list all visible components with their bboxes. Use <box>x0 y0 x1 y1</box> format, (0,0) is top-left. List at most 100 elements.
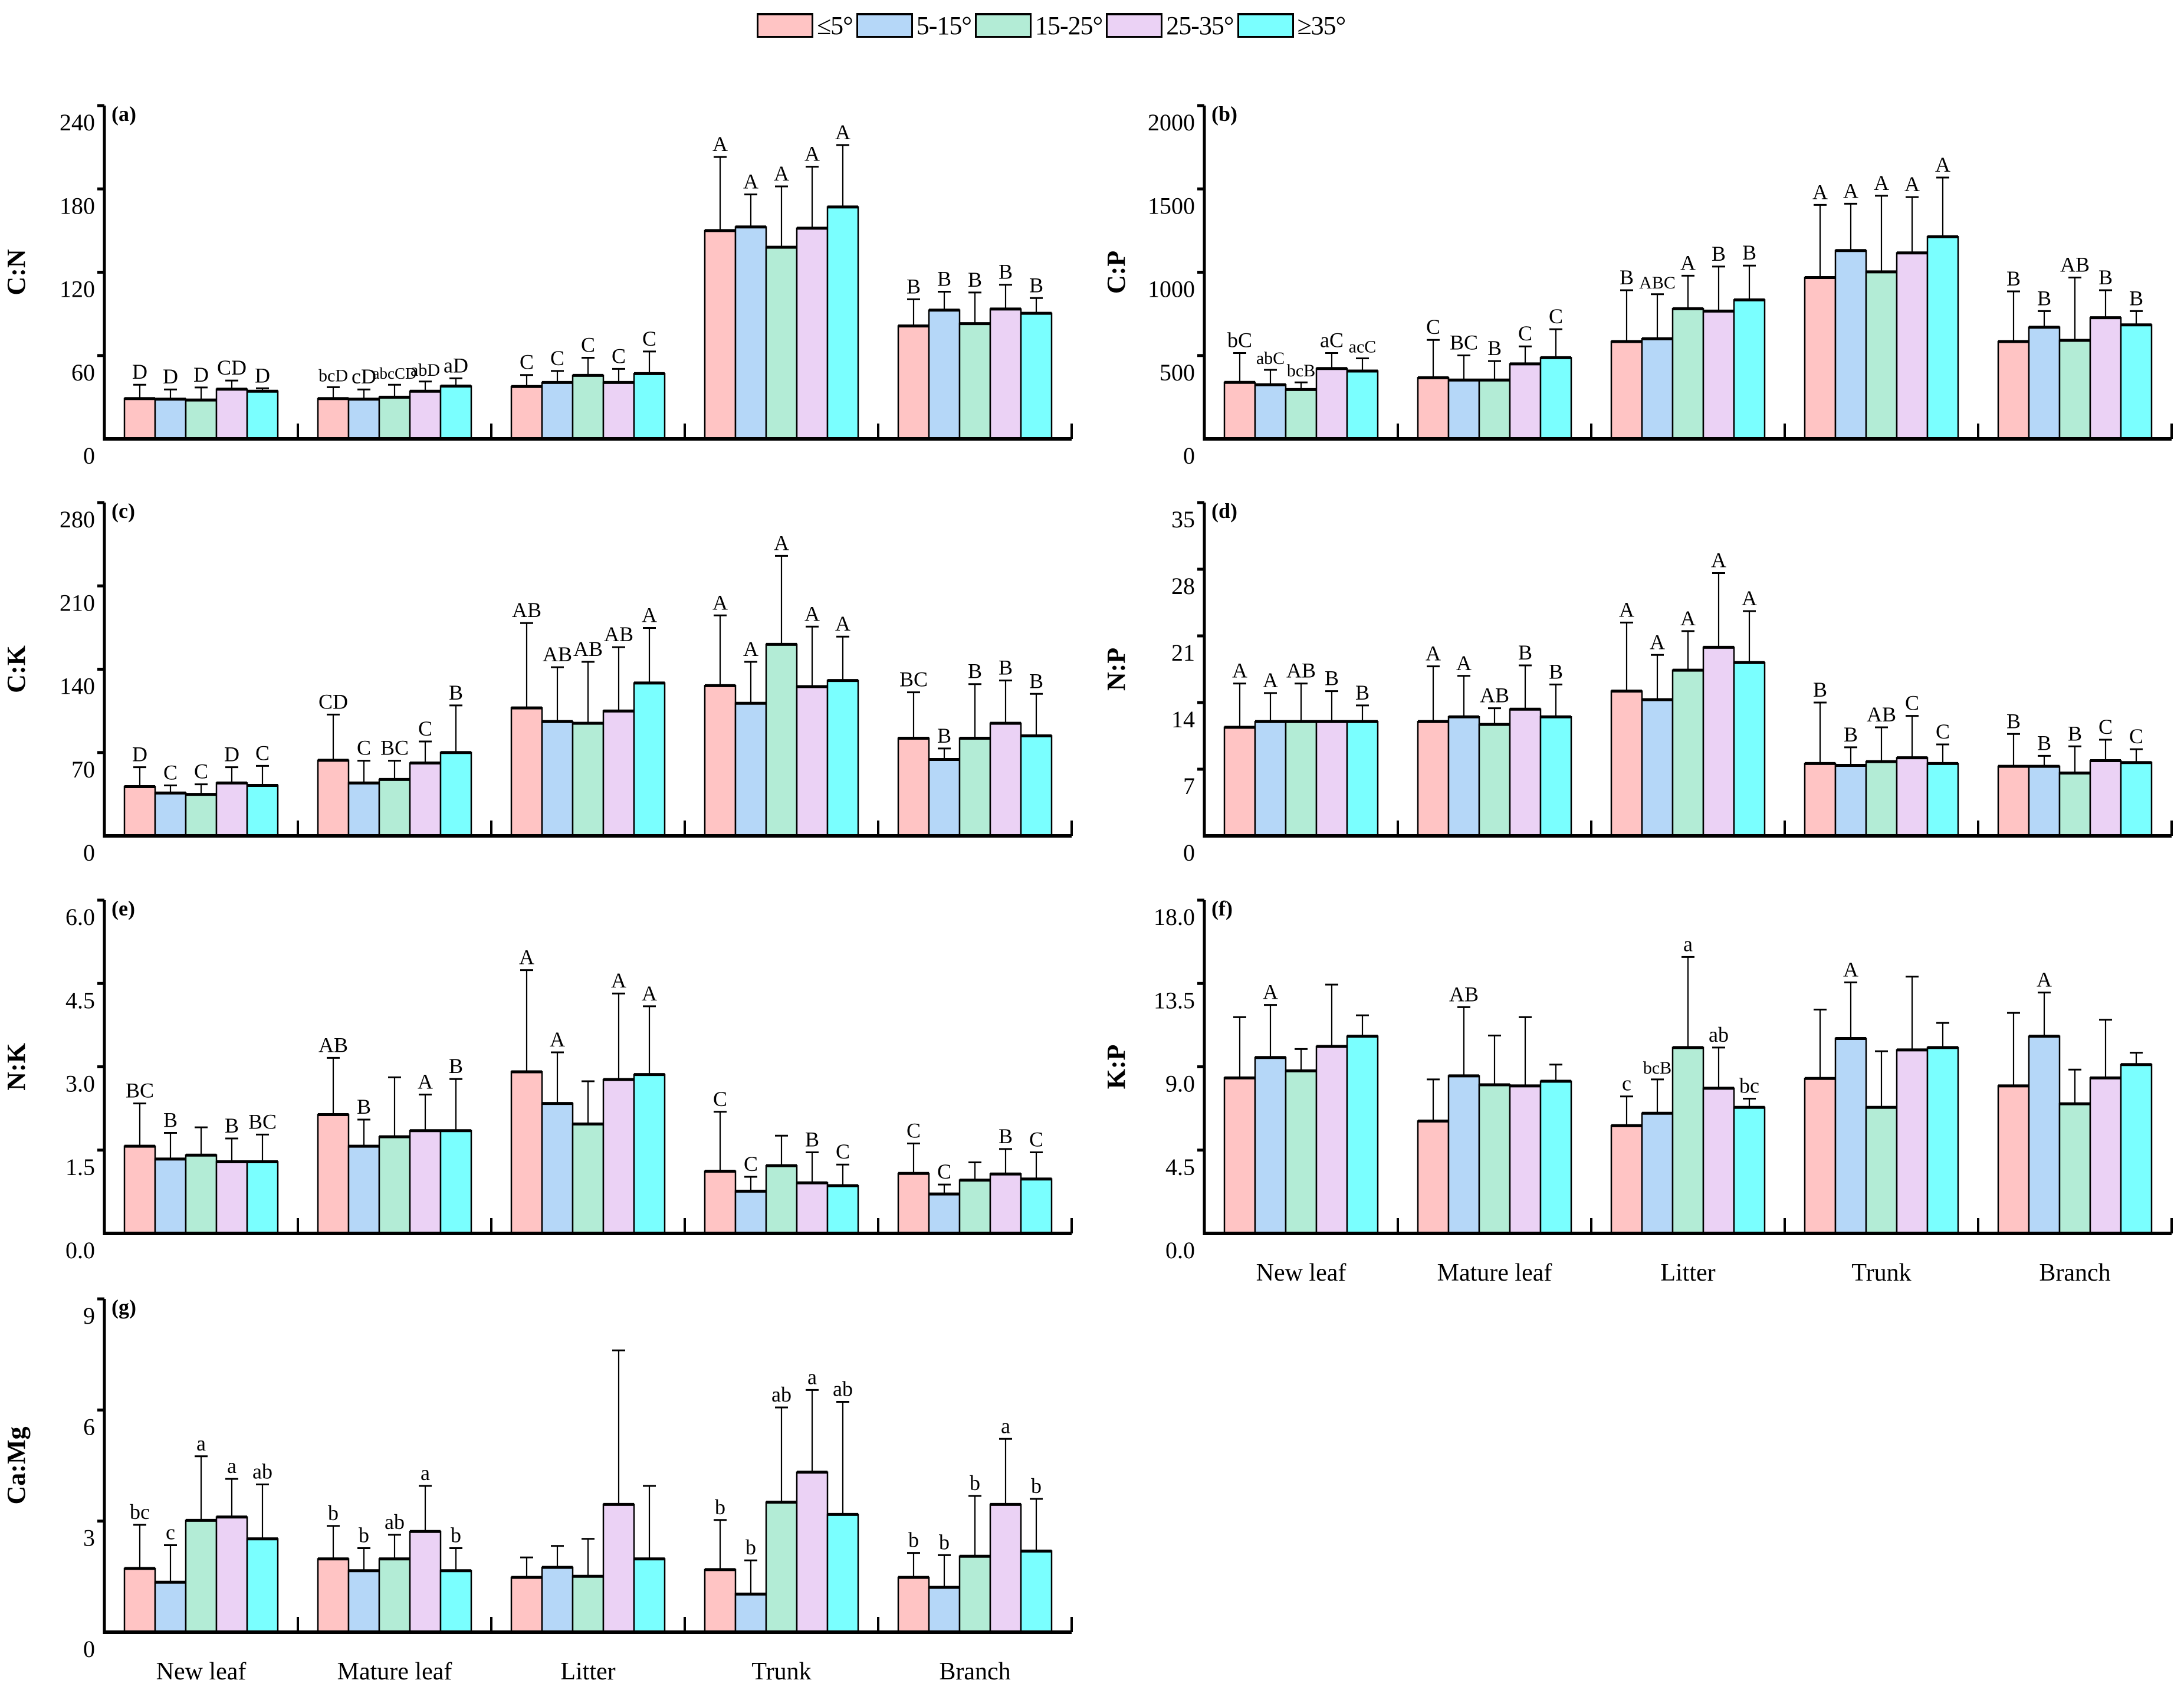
significance-letter: BC <box>899 668 928 691</box>
bar <box>928 1193 961 1235</box>
bar <box>1671 669 1704 837</box>
bar <box>185 1520 218 1633</box>
bar <box>1509 708 1542 837</box>
bar <box>1478 1084 1511 1235</box>
bar <box>2089 317 2122 440</box>
significance-letter: a <box>227 1454 237 1478</box>
significance-letter: B <box>449 1054 463 1078</box>
bar <box>1223 726 1256 837</box>
y-tick-label: 1000 <box>1148 276 1195 303</box>
bar <box>765 644 798 837</box>
significance-letter: B <box>1844 723 1858 746</box>
significance-letter: acC <box>1349 337 1377 357</box>
significance-letter: A <box>1680 251 1696 274</box>
significance-letter: b <box>328 1501 339 1525</box>
significance-letter: B <box>2129 286 2143 310</box>
y-tick-label: 280 <box>60 506 95 533</box>
bar <box>347 782 380 837</box>
significance-letter: a <box>807 1365 817 1389</box>
bar <box>1804 277 1837 440</box>
significance-letter: C <box>2129 724 2143 748</box>
significance-letter: C <box>581 333 595 357</box>
significance-letter: B <box>1712 242 1726 265</box>
significance-letter: AB <box>318 1033 348 1056</box>
y-tick-label: 180 <box>60 192 95 219</box>
significance-letter: bcD <box>318 366 348 385</box>
bar <box>1610 690 1643 837</box>
bar <box>541 1566 574 1633</box>
bar <box>1997 765 2030 837</box>
significance-letter: B <box>2037 731 2051 754</box>
bar <box>439 1570 472 1633</box>
y-tick-label: 3 <box>83 1525 95 1551</box>
x-category-label: Trunk <box>751 1658 811 1685</box>
bar <box>1926 236 1959 440</box>
significance-letter: B <box>1813 678 1827 701</box>
legend-item-slope-le5: ≤5° <box>757 11 856 41</box>
significance-letter: C <box>1905 691 1919 715</box>
significance-letter: C <box>255 741 270 764</box>
bar <box>1223 381 1256 440</box>
significance-letter: AB <box>1480 684 1509 707</box>
significance-letter: C <box>612 344 626 367</box>
significance-letter: AB <box>543 642 572 666</box>
legend: ≤5° 5-15° 15-25° 25-35° ≥35° <box>757 11 1349 41</box>
bar <box>734 1593 767 1633</box>
significance-letter: B <box>1487 336 1502 360</box>
bar <box>1702 1087 1735 1235</box>
bar <box>1896 252 1929 440</box>
legend-item-slope-ge35: ≥35° <box>1237 11 1349 41</box>
significance-letter: bcB <box>1643 1058 1671 1078</box>
significance-letter: A <box>804 602 820 625</box>
significance-letter: B <box>1518 641 1532 664</box>
significance-letter: B <box>1549 659 1563 683</box>
bar <box>1733 661 1766 837</box>
significance-letter: a <box>196 1432 206 1455</box>
significance-letter: A <box>1843 957 1858 981</box>
bar <box>826 206 859 440</box>
significance-letter: D <box>255 363 270 387</box>
bar <box>989 1173 1022 1235</box>
bar <box>1865 271 1898 440</box>
significance-letter: B <box>1620 265 1634 289</box>
significance-letter: C <box>418 717 432 740</box>
bar <box>1020 735 1053 837</box>
bar <box>928 759 961 837</box>
significance-letter: A <box>1650 630 1665 654</box>
bar <box>1447 379 1480 440</box>
significance-letter: bc <box>130 1500 150 1524</box>
significance-letter: a <box>1683 932 1693 956</box>
significance-letter: BC <box>248 1110 277 1133</box>
bar <box>154 1581 187 1633</box>
significance-letter: A <box>1680 606 1696 630</box>
x-category-label: New leaf <box>1256 1259 1346 1287</box>
significance-letter: A <box>835 612 850 635</box>
y-axis-title: N:P <box>1102 648 1131 691</box>
bar <box>989 722 1022 837</box>
significance-letter: C <box>194 760 208 783</box>
significance-letter: AB <box>1867 703 1896 726</box>
bar <box>989 308 1022 440</box>
bar <box>1447 1075 1480 1235</box>
bar <box>1254 383 1287 440</box>
bar <box>1997 340 2030 440</box>
legend-label: 5-15° <box>916 11 972 40</box>
bar <box>1346 721 1379 837</box>
bar <box>1671 1046 1704 1235</box>
bar <box>989 1504 1022 1633</box>
bar <box>897 1173 930 1235</box>
significance-letter: cD <box>352 365 376 388</box>
significance-letter: A <box>642 982 657 1005</box>
legend-swatch <box>975 13 1032 38</box>
bar <box>1020 1178 1053 1235</box>
significance-letter: A <box>642 603 657 626</box>
bar <box>1865 760 1898 837</box>
bar <box>734 226 767 440</box>
bar <box>409 762 442 837</box>
bar <box>796 227 829 440</box>
bar <box>378 1558 411 1633</box>
significance-letter: B <box>999 260 1013 284</box>
significance-letter: D <box>132 743 147 766</box>
legend-item-slope-15-25: 15-25° <box>975 11 1106 41</box>
significance-letter: B <box>1742 241 1756 264</box>
